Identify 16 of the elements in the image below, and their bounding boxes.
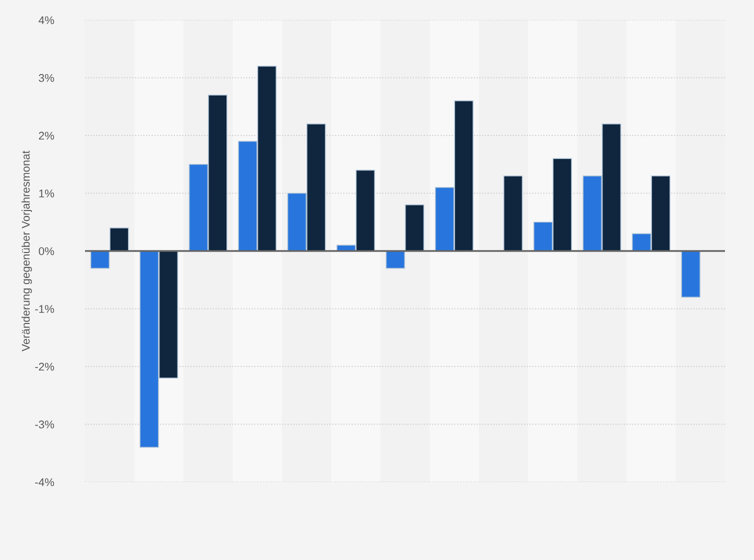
y-tick-label: -3% — [35, 420, 54, 428]
y-tick-label: 2% — [38, 132, 54, 140]
y-tick-label: -1% — [35, 305, 54, 313]
bar — [681, 250, 700, 298]
bar — [404, 204, 424, 252]
y-tick-label: 0% — [38, 247, 54, 256]
bar — [386, 250, 406, 269]
bar — [90, 250, 110, 269]
bar — [110, 227, 129, 252]
y-tick-label: -2% — [35, 362, 54, 371]
y-axis-title: Veränderung gegenüber Vorjahresmonat — [22, 150, 32, 352]
y-tick-label: 4% — [38, 16, 54, 24]
y-tick-label: 1% — [39, 190, 54, 198]
y-tick-label: -4% — [35, 478, 54, 486]
bar — [503, 176, 523, 252]
y-tick-label: 3% — [38, 74, 54, 82]
